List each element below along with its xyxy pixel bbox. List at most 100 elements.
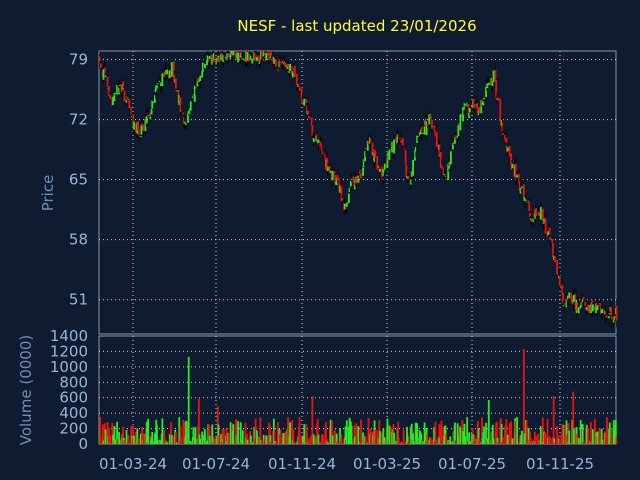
volume-bar xyxy=(502,437,504,444)
candle-up xyxy=(241,57,243,59)
candle-down xyxy=(405,165,408,177)
volume-bar xyxy=(606,417,608,444)
candle-down xyxy=(128,99,131,109)
candle-down xyxy=(599,303,602,307)
x-ticks: 01-03-24 01-07-24 01-11-24 01-03-25 01-07-25… xyxy=(99,455,594,473)
candle-up xyxy=(122,87,125,89)
candle-down xyxy=(163,72,166,77)
volume-bar xyxy=(237,421,239,444)
candle-up xyxy=(158,80,161,82)
volume-bar xyxy=(218,435,221,444)
volume-bar xyxy=(421,441,424,444)
candle-down xyxy=(504,135,506,140)
candle-down xyxy=(340,186,343,202)
candle-down xyxy=(543,217,546,219)
volume-bar xyxy=(382,428,385,444)
candle-up xyxy=(383,163,386,170)
candle-up xyxy=(383,169,385,173)
volume-bar xyxy=(402,429,405,444)
volume-bar xyxy=(310,435,312,444)
candle-down xyxy=(126,97,129,101)
candle-down xyxy=(556,273,559,276)
candle-up xyxy=(258,60,261,64)
candle-up xyxy=(447,164,450,180)
candle-down xyxy=(122,81,125,91)
volume-bar xyxy=(335,433,338,444)
candle-up xyxy=(208,55,211,60)
candle-up xyxy=(230,51,233,55)
candle-up xyxy=(565,298,568,308)
candle-up xyxy=(118,84,121,86)
volume-bar xyxy=(213,437,216,444)
volume-bar xyxy=(496,437,499,444)
candle-down xyxy=(270,51,273,56)
candle-up xyxy=(193,85,196,102)
volume-bar xyxy=(393,432,396,444)
candle-down xyxy=(502,133,504,135)
candle-up xyxy=(102,69,105,80)
volume-bar xyxy=(202,436,205,444)
volume-bar xyxy=(111,422,114,444)
candle-up xyxy=(168,70,171,78)
volume-bar xyxy=(300,435,303,444)
candle-up xyxy=(289,63,291,71)
candle-down xyxy=(295,73,298,85)
candle-down xyxy=(454,135,457,140)
volume-bar xyxy=(265,435,268,444)
candle-down xyxy=(561,285,564,295)
volume-bar xyxy=(145,421,148,444)
candle-down xyxy=(610,316,613,320)
candle-up xyxy=(464,104,467,106)
candle-down xyxy=(537,211,540,216)
volume-bar xyxy=(123,439,126,444)
candle-up xyxy=(527,200,530,202)
volume-bar xyxy=(468,440,471,444)
candle-up xyxy=(357,175,360,183)
candle-up xyxy=(396,134,399,143)
volume-bar xyxy=(244,422,247,444)
volume-bar xyxy=(141,427,143,444)
candle-up xyxy=(516,174,519,178)
candle-up xyxy=(429,114,431,116)
volume-bar xyxy=(577,438,580,444)
candle-down xyxy=(566,298,569,303)
volume-bar xyxy=(324,421,327,444)
volume-bar xyxy=(133,435,135,444)
volume-bar xyxy=(135,431,137,444)
x-tick-label: 01-07-24 xyxy=(182,455,250,473)
candle-up xyxy=(194,87,197,89)
candle-up xyxy=(312,138,315,143)
volume-bar xyxy=(273,430,276,444)
candle-up xyxy=(237,52,239,63)
volume-bar xyxy=(468,432,471,444)
candle-down xyxy=(447,161,450,166)
candle-up xyxy=(482,101,485,106)
volume-bar xyxy=(104,429,107,444)
candle-up xyxy=(366,140,369,151)
volume-bar xyxy=(287,420,290,444)
volume-bar xyxy=(246,439,249,444)
candle-down xyxy=(116,85,119,87)
volume-bar xyxy=(608,422,611,444)
candle-down xyxy=(548,227,551,235)
candle-up xyxy=(348,188,351,193)
volume-y-tick: 400 xyxy=(59,404,88,422)
volume-y-tick: 0 xyxy=(78,435,88,453)
candle-up xyxy=(196,80,199,87)
volume-bar xyxy=(416,423,419,444)
candle-down xyxy=(604,311,607,315)
volume-y-tick: 1400 xyxy=(50,327,88,345)
candle-down xyxy=(433,125,436,132)
candle-down xyxy=(258,55,260,61)
candle-down xyxy=(106,76,109,87)
candle-up xyxy=(232,51,235,56)
candle-down xyxy=(218,57,221,63)
volume-bar xyxy=(178,417,181,444)
candle-up xyxy=(486,83,489,89)
volume-bar xyxy=(340,434,343,444)
candle-down xyxy=(544,218,547,234)
candle-up xyxy=(251,58,254,64)
candle-down xyxy=(420,126,423,135)
candle-down xyxy=(430,115,433,121)
volume-bar xyxy=(546,418,549,444)
